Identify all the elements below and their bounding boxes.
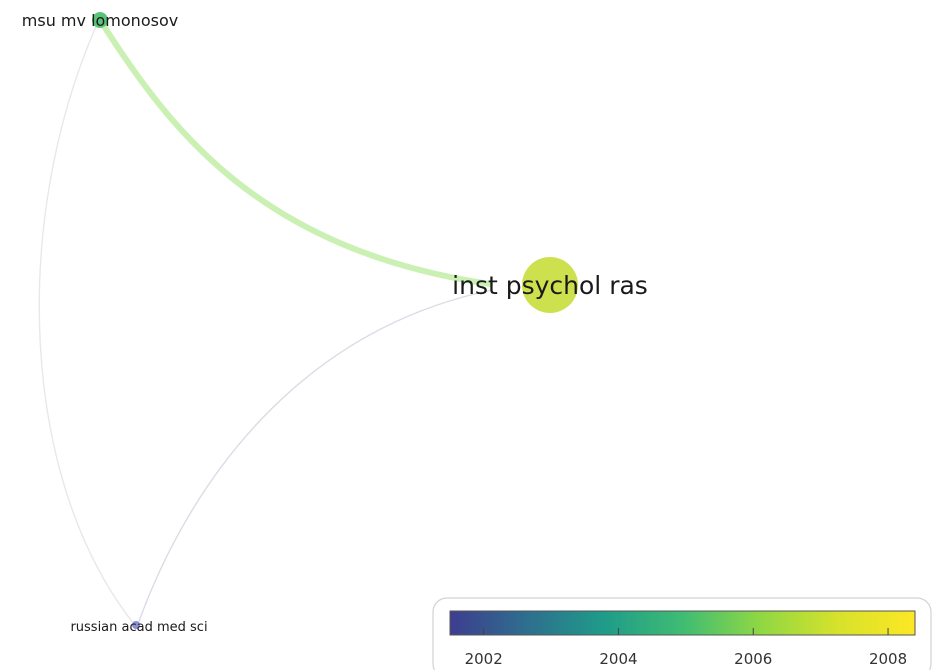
colorbar-bar bbox=[449, 610, 916, 636]
label-inst-psychol-ras: inst psychol ras bbox=[452, 271, 648, 300]
label-msu-mv-lomonosov: msu mv lomonosov bbox=[22, 11, 178, 30]
colorbar-tick-label: 2006 bbox=[734, 650, 772, 668]
link-russian-acad-to-inst-psychol[interactable] bbox=[137, 289, 493, 625]
node-russian-acad-med-sci[interactable] bbox=[132, 621, 140, 629]
colorbar-tick-label: 2008 bbox=[869, 650, 907, 668]
node-msu-mv-lomonosov[interactable] bbox=[92, 12, 108, 28]
link-msu-to-inst-psychol[interactable] bbox=[97, 17, 493, 287]
colorbar-ticks: 2002 2004 2006 2008 bbox=[465, 628, 907, 668]
colorbar-legend: 2002 2004 2006 2008 bbox=[432, 597, 932, 670]
colorbar-tick-label: 2004 bbox=[599, 650, 637, 668]
link-msu-to-russian-acad[interactable] bbox=[38, 21, 135, 625]
colorbar-tick-label: 2002 bbox=[465, 650, 503, 668]
label-russian-acad-med-sci: russian acad med sci bbox=[70, 620, 207, 635]
node-inst-psychol-ras[interactable] bbox=[522, 257, 578, 313]
